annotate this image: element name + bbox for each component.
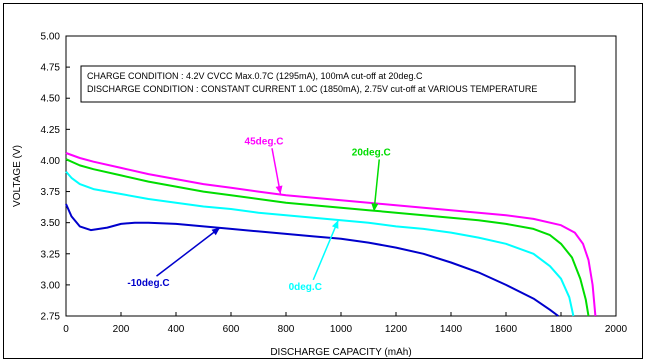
y-tick-label: 4.50 xyxy=(41,94,61,105)
x-tick-label: 2000 xyxy=(605,324,628,335)
annotation-label: 20deg.C xyxy=(352,147,391,158)
y-tick-label: 2.75 xyxy=(41,312,61,323)
series-line-20deg-c xyxy=(65,158,590,317)
x-tick-label: 800 xyxy=(278,324,295,335)
annotation-arrow-line xyxy=(312,219,339,281)
annotation-arrow-line xyxy=(156,227,221,277)
y-tick-label: 3.25 xyxy=(41,249,61,260)
y-tick-label: 4.75 xyxy=(41,63,61,74)
annotation-layer: 45deg.C 20deg.C 0deg.C -10deg.C xyxy=(127,136,390,293)
y-tick-label: 3.00 xyxy=(41,280,61,291)
annotation-arrow-line xyxy=(373,159,380,212)
y-tick-label: 3.50 xyxy=(41,218,61,229)
condition-box xyxy=(80,65,576,103)
x-tick-label: 200 xyxy=(113,324,130,335)
discharge-condition: DISCHARGE CONDITION : CONSTANT CURRENT 1… xyxy=(87,84,537,94)
series-layer xyxy=(65,152,597,317)
annotation-arrow-head xyxy=(275,185,283,195)
y-tick-label: 3.75 xyxy=(41,187,61,198)
y-tick-label: 4.00 xyxy=(41,156,61,167)
charge-condition: CHARGE CONDITION : 4.2V CVCC Max.0.7C (1… xyxy=(87,71,423,81)
annotation-label: -10deg.C xyxy=(127,278,169,289)
x-tick-label: 400 xyxy=(168,324,185,335)
series-line-0deg-c xyxy=(65,170,575,317)
annotation-label: 45deg.C xyxy=(245,136,284,147)
series-line--10deg-c xyxy=(65,203,559,317)
series-line-45deg-c xyxy=(65,152,597,317)
annotation-arrow-head xyxy=(331,220,339,229)
x-tick-label: 600 xyxy=(223,324,240,335)
x-tick-label: 1400 xyxy=(440,324,463,335)
y-tick-label: 4.25 xyxy=(41,125,61,136)
x-axis: 0 200 400 600 800 1000 1200 1400 1600 1800 2000 xyxy=(63,312,628,335)
chart-frame xyxy=(3,3,643,359)
annotation-arrow-head xyxy=(211,227,220,236)
y-axis: 2.75 3.00 3.25 3.50 3.75 4.00 4.25 4.50 4.75 5.00 xyxy=(41,32,70,323)
x-tick-label: 1000 xyxy=(330,324,353,335)
annotation-label: 0deg.C xyxy=(289,282,322,293)
x-axis-title: DISCHARGE CAPACITY (mAh) xyxy=(270,347,411,358)
x-tick-label: 1800 xyxy=(550,324,573,335)
annotation-arrow-head xyxy=(371,203,379,212)
x-tick-label: 1600 xyxy=(495,324,518,335)
x-tick-label: 0 xyxy=(63,324,69,335)
y-axis-title: VOLTAGE (V) xyxy=(12,145,23,207)
y-tick-label: 5.00 xyxy=(41,32,61,43)
x-tick-label: 1200 xyxy=(385,324,408,335)
